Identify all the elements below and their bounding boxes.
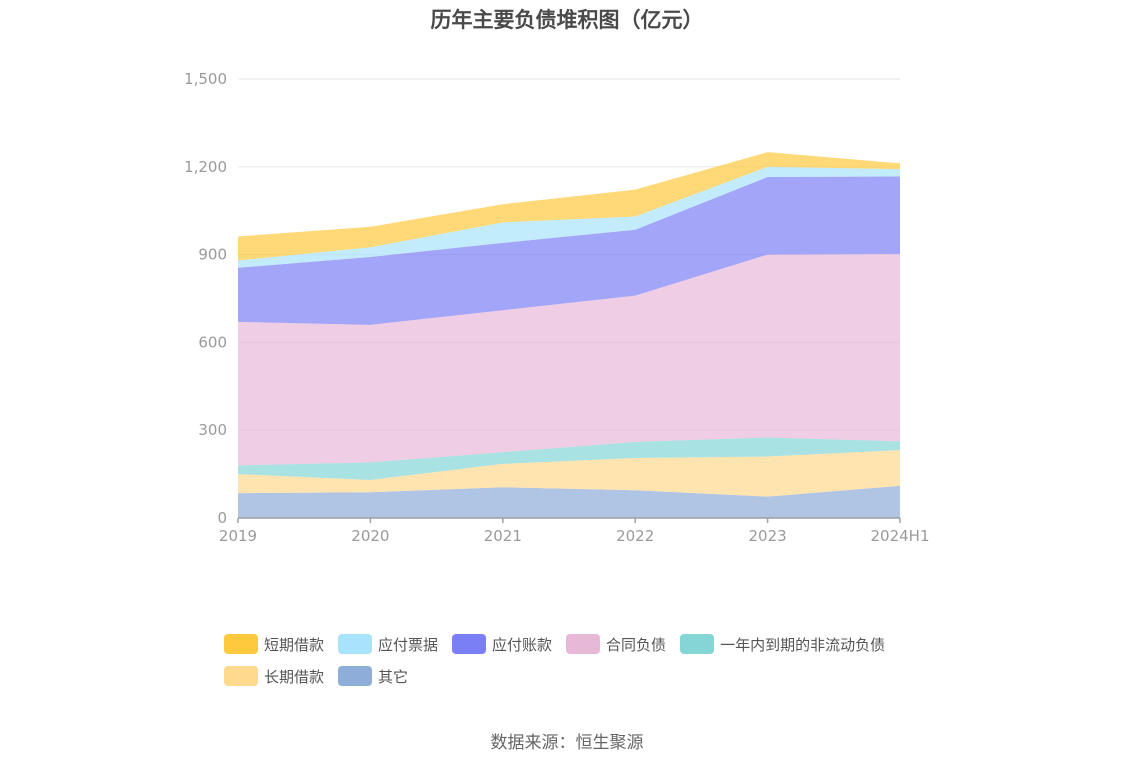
y-tick-label: 300 — [198, 421, 227, 439]
legend-swatch — [680, 634, 715, 654]
legend-item-current-noncurrent-liabilities[interactable]: 一年内到期的非流动负债 — [680, 634, 885, 655]
legend-item-long-term-loans[interactable]: 长期借款 — [224, 666, 324, 687]
x-tick-label: 2020 — [351, 527, 389, 545]
legend-swatch — [566, 634, 601, 654]
area-layer — [238, 152, 900, 518]
x-tick-label: 2023 — [749, 527, 787, 545]
legend-label: 一年内到期的非流动负债 — [720, 635, 886, 654]
legend-label: 应付票据 — [378, 635, 439, 654]
legend-swatch — [338, 634, 373, 654]
area-series-长期借款[interactable] — [238, 450, 900, 497]
area-series-应付票据[interactable] — [238, 166, 900, 268]
legend-swatch — [452, 634, 487, 654]
legend-item-short-term-loans[interactable]: 短期借款 — [224, 634, 324, 655]
legend-item-notes-payable[interactable]: 应付票据 — [338, 634, 438, 655]
legend-swatch — [224, 634, 258, 654]
area-series-合同负债[interactable] — [238, 254, 900, 466]
legend: 短期借款 应付票据 应付账款 合同负债 一年内到期的非流动负债 长期借款 其它 — [224, 630, 944, 694]
y-tick-label: 1,200 — [184, 158, 227, 176]
area-series-其它[interactable] — [238, 485, 900, 518]
legend-label: 应付账款 — [492, 635, 553, 654]
data-source: 数据来源：恒生聚源 — [490, 733, 644, 753]
y-tick-label: 900 — [198, 246, 227, 264]
area-series-一年内到期的非流动负债[interactable] — [238, 437, 900, 480]
area-series-短期借款[interactable] — [238, 152, 900, 261]
legend-label: 合同负债 — [606, 635, 667, 654]
legend-item-others[interactable]: 其它 — [338, 666, 408, 687]
legend-label: 短期借款 — [264, 635, 325, 654]
legend-label: 其它 — [378, 667, 409, 686]
x-tick-label: 2019 — [219, 527, 257, 545]
y-tick-label: 600 — [198, 333, 227, 351]
legend-row-2: 长期借款 其它 — [224, 662, 944, 690]
legend-item-accounts-payable[interactable]: 应付账款 — [452, 634, 552, 655]
x-tick-label: 2024H1 — [871, 527, 930, 545]
legend-item-contract-liabilities[interactable]: 合同负债 — [566, 634, 666, 655]
area-series-应付账款[interactable] — [238, 176, 900, 325]
legend-swatch — [224, 666, 258, 686]
y-tick-label: 1,500 — [184, 70, 227, 88]
x-tick-label: 2021 — [484, 527, 522, 545]
legend-label: 长期借款 — [264, 667, 325, 686]
legend-row-1: 短期借款 应付票据 应付账款 合同负债 一年内到期的非流动负债 — [224, 630, 944, 658]
chart-title: 历年主要负债堆积图（亿元） — [430, 8, 704, 32]
y-tick-label: 0 — [217, 509, 227, 527]
x-tick-label: 2022 — [616, 527, 654, 545]
legend-swatch — [338, 666, 373, 686]
axis-layer: 0 300 600 900 1,200 1,500 2019 2020 2021 2022 2023… — [184, 70, 929, 545]
